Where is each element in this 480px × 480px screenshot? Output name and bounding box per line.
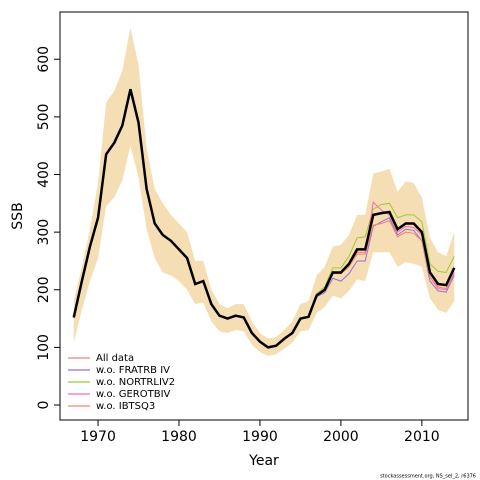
x-tick-label: 2000 [323,429,359,445]
y-tick-label: 300 [36,219,52,246]
y-axis-label: SSB [10,202,26,229]
y-tick-label: 0 [36,401,52,410]
y-tick-label: 100 [36,334,52,361]
legend-label: w.o. GEROTBIV [96,389,171,400]
y-tick-label: 600 [36,46,52,73]
legend-label: All data [96,353,134,364]
x-tick-label: 1970 [80,429,116,445]
plot-frame [59,11,469,421]
y-tick-label: 500 [36,104,52,131]
y-tick-label: 200 [36,276,52,303]
legend-label: w.o. NORTRLIV2 [96,377,175,388]
caption: stockassessment.org, NS_sel_2, r6376 [380,474,476,480]
estimate-line [72,88,456,349]
legend-label: w.o. IBTSQ3 [96,401,155,412]
confidence-band [73,27,455,357]
y-tick-label: 400 [36,161,52,188]
x-axis-label: Year [248,453,279,469]
x-tick-label: 1980 [161,429,197,445]
x-tick-label: 2010 [404,429,440,445]
legend-label: w.o. FRATRB IV [96,365,170,376]
x-tick-label: 1990 [242,429,278,445]
